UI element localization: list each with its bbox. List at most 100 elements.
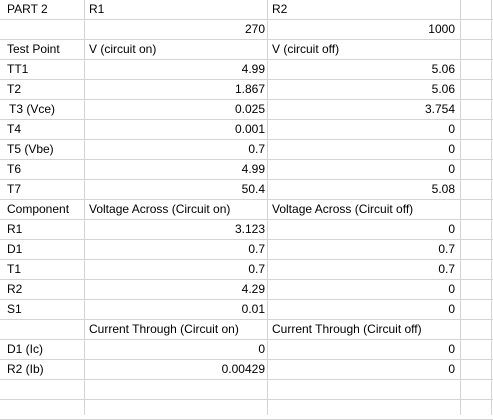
- spreadsheet-row-1: PART 2 R1 R2: [0, 0, 493, 20]
- cell-a14[interactable]: T1: [7, 262, 22, 276]
- cell-c13[interactable]: 0.7: [438, 242, 455, 256]
- spreadsheet-row-5: T2 1.867 5.06: [0, 80, 493, 100]
- cell-b14[interactable]: 0.7: [248, 262, 265, 276]
- spreadsheet-row-16: S1 0.01 0: [0, 300, 493, 320]
- cell-b7[interactable]: 0.001: [234, 122, 265, 136]
- cell-a4[interactable]: TT1: [7, 62, 29, 76]
- spreadsheet-row-6: T3 (Vce) 0.025 3.754: [0, 100, 493, 120]
- spreadsheet-row-17: Current Through (Circuit on) Current Thr…: [0, 320, 493, 340]
- cell-d20[interactable]: [461, 380, 491, 399]
- cell-b2[interactable]: 270: [244, 22, 265, 36]
- cell-a13[interactable]: D1: [7, 242, 23, 256]
- cell-a11[interactable]: Component: [7, 202, 70, 216]
- cell-b15[interactable]: 4.29: [241, 282, 265, 296]
- spreadsheet-row-12: R1 3.123 0: [0, 220, 493, 240]
- spreadsheet-row-20: [0, 380, 493, 400]
- cell-d19[interactable]: [461, 360, 491, 379]
- cell-d21[interactable]: [461, 400, 491, 419]
- cell-b4[interactable]: 4.99: [241, 62, 265, 76]
- cell-c14[interactable]: 0.7: [438, 262, 455, 276]
- cell-d16[interactable]: [461, 300, 491, 319]
- cell-c19[interactable]: 0: [448, 362, 455, 376]
- cell-c18[interactable]: 0: [448, 342, 455, 356]
- cell-d17[interactable]: [461, 320, 491, 339]
- cell-a21[interactable]: [0, 400, 84, 419]
- cell-c21[interactable]: [268, 400, 460, 419]
- cell-a8[interactable]: T5 (Vbe): [7, 142, 54, 156]
- spreadsheet-row-15: R2 4.29 0: [0, 280, 493, 300]
- cell-b19[interactable]: 0.00429: [221, 362, 265, 376]
- cell-b21[interactable]: [85, 400, 267, 419]
- cell-d4[interactable]: [461, 60, 491, 79]
- cell-d5[interactable]: [461, 80, 491, 99]
- spreadsheet-row-21: [0, 400, 493, 420]
- cell-b18[interactable]: 0: [258, 342, 265, 356]
- cell-c5[interactable]: 5.06: [431, 82, 455, 96]
- cell-c10[interactable]: 5.08: [431, 182, 455, 196]
- cell-c20[interactable]: [268, 380, 460, 399]
- cell-a7[interactable]: T4: [7, 122, 22, 136]
- cell-c15[interactable]: 0: [448, 282, 455, 296]
- cell-c11[interactable]: Voltage Across (Circuit off): [272, 202, 414, 216]
- cell-a3[interactable]: Test Point: [7, 42, 60, 56]
- cell-d1[interactable]: [461, 0, 491, 19]
- cell-b10[interactable]: 50.4: [241, 182, 265, 196]
- spreadsheet-row-3: Test Point V (circuit on) V (circuit off…: [0, 40, 493, 60]
- spreadsheet-row-4: TT1 4.99 5.06: [0, 60, 493, 80]
- cell-b13[interactable]: 0.7: [248, 242, 265, 256]
- spreadsheet-row-11: Component Voltage Across (Circuit on) Vo…: [0, 200, 493, 220]
- cell-d8[interactable]: [461, 140, 491, 159]
- cell-b11[interactable]: Voltage Across (Circuit on): [89, 202, 231, 216]
- cell-a17[interactable]: [0, 320, 84, 339]
- cell-b3[interactable]: V (circuit on): [89, 42, 157, 56]
- cell-d13[interactable]: [461, 240, 491, 259]
- spreadsheet-row-9: T6 4.99 0: [0, 160, 493, 180]
- cell-c2[interactable]: 1000: [428, 22, 455, 36]
- cell-c16[interactable]: 0: [448, 302, 455, 316]
- cell-d15[interactable]: [461, 280, 491, 299]
- cell-a5[interactable]: T2: [7, 82, 22, 96]
- cell-c3[interactable]: V (circuit off): [272, 42, 340, 56]
- cell-c17[interactable]: Current Through (Circuit off): [272, 322, 422, 336]
- cell-a20[interactable]: [0, 380, 84, 399]
- cell-d6[interactable]: [461, 100, 491, 119]
- cell-a1[interactable]: PART 2: [7, 2, 48, 16]
- cell-d9[interactable]: [461, 160, 491, 179]
- cell-d10[interactable]: [461, 180, 491, 199]
- cell-b12[interactable]: 3.123: [234, 222, 265, 236]
- cell-b5[interactable]: 1.867: [234, 82, 265, 96]
- cell-c6[interactable]: 3.754: [424, 102, 455, 116]
- spreadsheet-row-2: 270 1000: [0, 20, 493, 40]
- cell-b17[interactable]: Current Through (Circuit on): [89, 322, 239, 336]
- cell-a15[interactable]: R2: [7, 282, 23, 296]
- cell-c8[interactable]: 0: [448, 142, 455, 156]
- cell-a2[interactable]: [0, 20, 84, 39]
- cell-d11[interactable]: [461, 200, 491, 219]
- cell-a10[interactable]: T7: [7, 182, 22, 196]
- cell-c12[interactable]: 0: [448, 222, 455, 236]
- cell-a18[interactable]: D1 (Ic): [7, 342, 43, 356]
- cell-d7[interactable]: [461, 120, 491, 139]
- cell-a6[interactable]: T3 (Vce): [9, 102, 56, 116]
- cell-c7[interactable]: 0: [448, 122, 455, 136]
- cell-c4[interactable]: 5.06: [431, 62, 455, 76]
- cell-a16[interactable]: S1: [7, 302, 22, 316]
- cell-b9[interactable]: 4.99: [241, 162, 265, 176]
- cell-d18[interactable]: [461, 340, 491, 359]
- cell-b16[interactable]: 0.01: [241, 302, 265, 316]
- cell-b6[interactable]: 0.025: [234, 102, 265, 116]
- cell-b1[interactable]: R1: [89, 2, 105, 16]
- cell-d14[interactable]: [461, 260, 491, 279]
- cell-d3[interactable]: [461, 40, 491, 59]
- cell-c1[interactable]: R2: [272, 2, 288, 16]
- cell-b8[interactable]: 0.7: [248, 142, 265, 156]
- spreadsheet-row-7: T4 0.001 0: [0, 120, 493, 140]
- cell-d2[interactable]: [461, 20, 491, 39]
- cell-d12[interactable]: [461, 220, 491, 239]
- cell-c9[interactable]: 0: [448, 162, 455, 176]
- cell-a9[interactable]: T6: [7, 162, 22, 176]
- cell-a12[interactable]: R1: [7, 222, 23, 236]
- cell-a19[interactable]: R2 (Ib): [7, 362, 44, 376]
- cell-b20[interactable]: [85, 380, 267, 399]
